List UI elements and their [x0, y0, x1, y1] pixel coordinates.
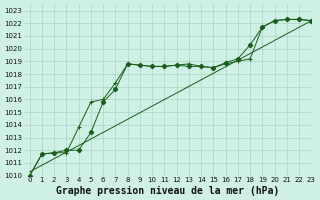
X-axis label: Graphe pression niveau de la mer (hPa): Graphe pression niveau de la mer (hPa) [56, 186, 279, 196]
